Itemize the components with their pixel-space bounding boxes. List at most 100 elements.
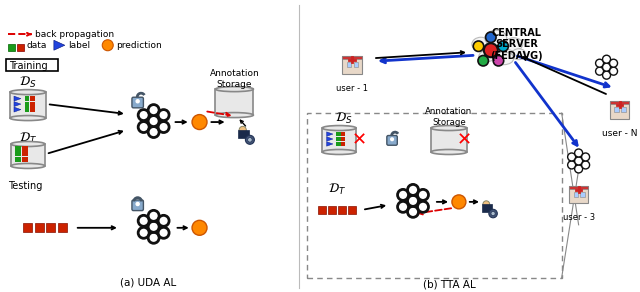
- Ellipse shape: [494, 52, 514, 65]
- Bar: [15, 152, 21, 157]
- Bar: [322, 128, 356, 152]
- Text: ✕: ✕: [351, 131, 367, 149]
- Bar: [216, 89, 253, 115]
- Circle shape: [148, 210, 159, 221]
- Ellipse shape: [431, 150, 467, 154]
- Bar: [570, 186, 588, 203]
- Bar: [354, 62, 358, 67]
- Circle shape: [136, 100, 139, 103]
- Circle shape: [158, 215, 169, 226]
- Circle shape: [582, 153, 589, 161]
- Circle shape: [575, 149, 582, 157]
- Ellipse shape: [216, 113, 253, 118]
- Circle shape: [609, 67, 618, 75]
- Circle shape: [408, 206, 419, 217]
- Circle shape: [138, 227, 149, 238]
- Bar: [22, 157, 28, 162]
- Circle shape: [489, 209, 497, 218]
- Circle shape: [483, 201, 490, 208]
- Circle shape: [603, 71, 611, 79]
- Circle shape: [408, 185, 419, 195]
- Circle shape: [491, 211, 495, 216]
- Text: $\mathcal{D}_S$: $\mathcal{D}_S$: [335, 110, 353, 126]
- Text: user - 1: user - 1: [336, 84, 368, 93]
- Circle shape: [397, 190, 408, 200]
- Ellipse shape: [512, 49, 525, 60]
- Bar: [342, 56, 362, 59]
- Circle shape: [102, 40, 113, 51]
- Bar: [337, 137, 340, 141]
- Bar: [347, 62, 351, 67]
- Circle shape: [603, 63, 611, 71]
- Bar: [342, 56, 362, 74]
- Circle shape: [138, 110, 149, 121]
- Circle shape: [158, 227, 169, 238]
- Polygon shape: [54, 40, 65, 50]
- Text: $\mathcal{D}_T$: $\mathcal{D}_T$: [19, 131, 37, 146]
- Bar: [25, 102, 29, 107]
- Circle shape: [568, 161, 575, 169]
- FancyBboxPatch shape: [132, 97, 143, 108]
- Circle shape: [473, 41, 484, 51]
- Text: (b) TTA AL: (b) TTA AL: [422, 280, 476, 290]
- Circle shape: [397, 201, 408, 212]
- Circle shape: [568, 153, 575, 161]
- Bar: [58, 223, 67, 232]
- Text: user - 3: user - 3: [563, 213, 595, 222]
- Polygon shape: [326, 142, 333, 146]
- Circle shape: [575, 157, 582, 165]
- Circle shape: [596, 67, 604, 75]
- Ellipse shape: [322, 126, 356, 131]
- Text: data: data: [27, 41, 47, 50]
- Bar: [570, 186, 588, 189]
- Text: label: label: [68, 41, 90, 50]
- Text: CENTRAL
SERVER
(FEDAVG): CENTRAL SERVER (FEDAVG): [490, 28, 543, 61]
- Circle shape: [239, 126, 246, 133]
- Text: ✕: ✕: [456, 131, 472, 149]
- Circle shape: [148, 105, 159, 116]
- Circle shape: [493, 55, 504, 66]
- Bar: [621, 107, 626, 112]
- FancyBboxPatch shape: [387, 135, 397, 145]
- Text: Testing: Testing: [8, 181, 42, 191]
- Bar: [573, 192, 578, 197]
- Circle shape: [148, 232, 159, 243]
- Bar: [31, 102, 35, 107]
- Circle shape: [245, 135, 254, 144]
- Ellipse shape: [485, 30, 507, 46]
- FancyBboxPatch shape: [132, 200, 143, 211]
- Bar: [46, 223, 55, 232]
- Bar: [15, 146, 21, 151]
- Ellipse shape: [10, 116, 46, 121]
- Bar: [11, 144, 45, 166]
- Circle shape: [417, 190, 428, 200]
- Bar: [25, 107, 29, 112]
- Bar: [10, 92, 46, 118]
- Circle shape: [138, 121, 149, 133]
- Bar: [8, 44, 15, 51]
- Ellipse shape: [431, 126, 467, 131]
- Bar: [341, 142, 346, 146]
- Bar: [341, 137, 346, 141]
- Bar: [31, 96, 35, 101]
- Circle shape: [603, 55, 611, 63]
- Polygon shape: [326, 132, 333, 136]
- Circle shape: [192, 220, 207, 235]
- Text: Annotation
Storage: Annotation Storage: [426, 107, 472, 127]
- Bar: [15, 157, 21, 162]
- Bar: [31, 107, 35, 112]
- Polygon shape: [14, 96, 21, 101]
- Bar: [318, 206, 326, 214]
- Bar: [610, 101, 629, 119]
- Circle shape: [390, 138, 394, 141]
- Circle shape: [136, 202, 139, 206]
- Ellipse shape: [11, 164, 45, 168]
- Ellipse shape: [322, 150, 356, 154]
- Circle shape: [575, 165, 582, 173]
- Bar: [238, 130, 249, 138]
- Text: (a) UDA AL: (a) UDA AL: [120, 278, 176, 288]
- Circle shape: [148, 116, 159, 126]
- FancyBboxPatch shape: [6, 59, 58, 71]
- Ellipse shape: [472, 37, 490, 51]
- Circle shape: [609, 59, 618, 67]
